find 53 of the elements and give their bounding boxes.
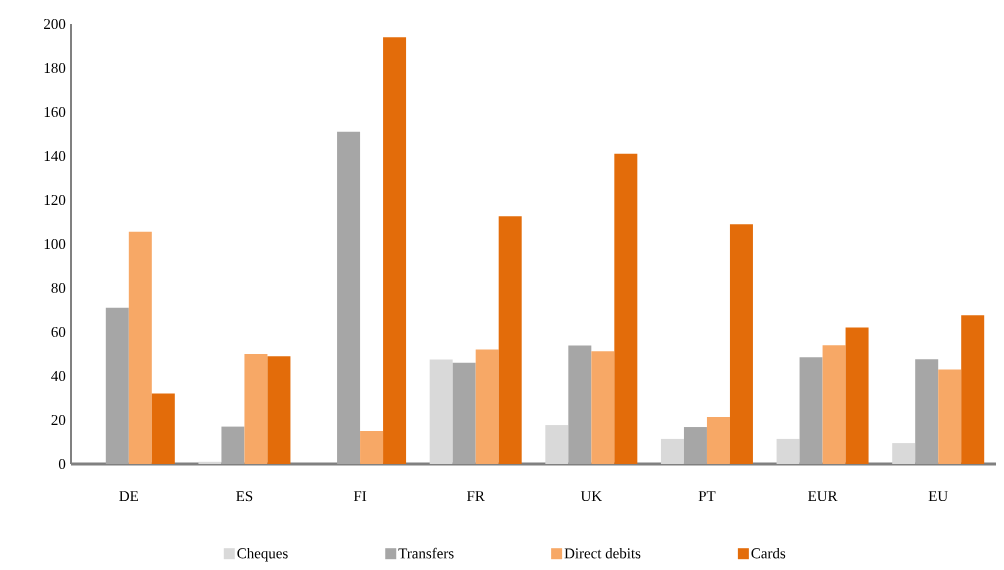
- bar: [938, 369, 962, 464]
- x-tick-label: FI: [353, 491, 367, 501]
- x-tick-label: FR: [466, 491, 485, 501]
- bar: [475, 349, 499, 464]
- legend-label: Cheques: [237, 547, 288, 562]
- bar: [151, 393, 175, 464]
- bar: [568, 345, 592, 464]
- legend-label: Direct debits: [564, 547, 641, 559]
- x-tick-label: EUR: [808, 491, 838, 502]
- bar: [128, 231, 152, 464]
- x-tick-label: UK: [580, 491, 602, 502]
- bar: [822, 345, 846, 464]
- y-tick-label: 120: [44, 194, 66, 206]
- y-tick-label: 0: [58, 458, 66, 470]
- bar: [498, 216, 522, 464]
- bar: [429, 359, 453, 464]
- bar: [683, 427, 707, 464]
- bar: [452, 362, 476, 464]
- bar: [221, 426, 245, 464]
- legend-label: Cards: [751, 547, 786, 559]
- bar: [244, 354, 268, 464]
- bar: [660, 438, 684, 464]
- bar: [198, 461, 222, 464]
- bar: [614, 153, 638, 464]
- x-tick-label: PT: [698, 491, 716, 501]
- bar: [845, 327, 869, 464]
- y-tick-label: 80: [51, 282, 66, 294]
- legend-label: Transfers: [398, 547, 454, 559]
- bar: [360, 431, 384, 464]
- bar: [961, 315, 985, 464]
- x-tick-label: EU: [928, 491, 948, 502]
- bar: [706, 416, 730, 464]
- y-tick-label: 100: [44, 238, 66, 250]
- bar: [383, 37, 407, 464]
- x-tick-label: ES: [236, 491, 253, 502]
- bar: [337, 131, 361, 464]
- bar: [799, 357, 823, 464]
- bar: [729, 224, 753, 464]
- y-tick-label: 200: [44, 18, 66, 30]
- bar: [915, 359, 939, 464]
- bar: [267, 356, 291, 464]
- bar: [892, 443, 916, 464]
- bar: [105, 307, 129, 464]
- y-tick-label: 20: [51, 414, 66, 426]
- y-tick-label: 180: [44, 62, 66, 74]
- y-tick-label: 60: [51, 326, 66, 338]
- y-tick-label: 40: [51, 370, 66, 382]
- bar: [776, 438, 800, 464]
- y-tick-label: 160: [44, 106, 66, 118]
- y-tick-label: 140: [44, 150, 66, 162]
- bar: [591, 351, 615, 464]
- bar: [545, 425, 569, 464]
- x-tick-label: DE: [119, 491, 139, 501]
